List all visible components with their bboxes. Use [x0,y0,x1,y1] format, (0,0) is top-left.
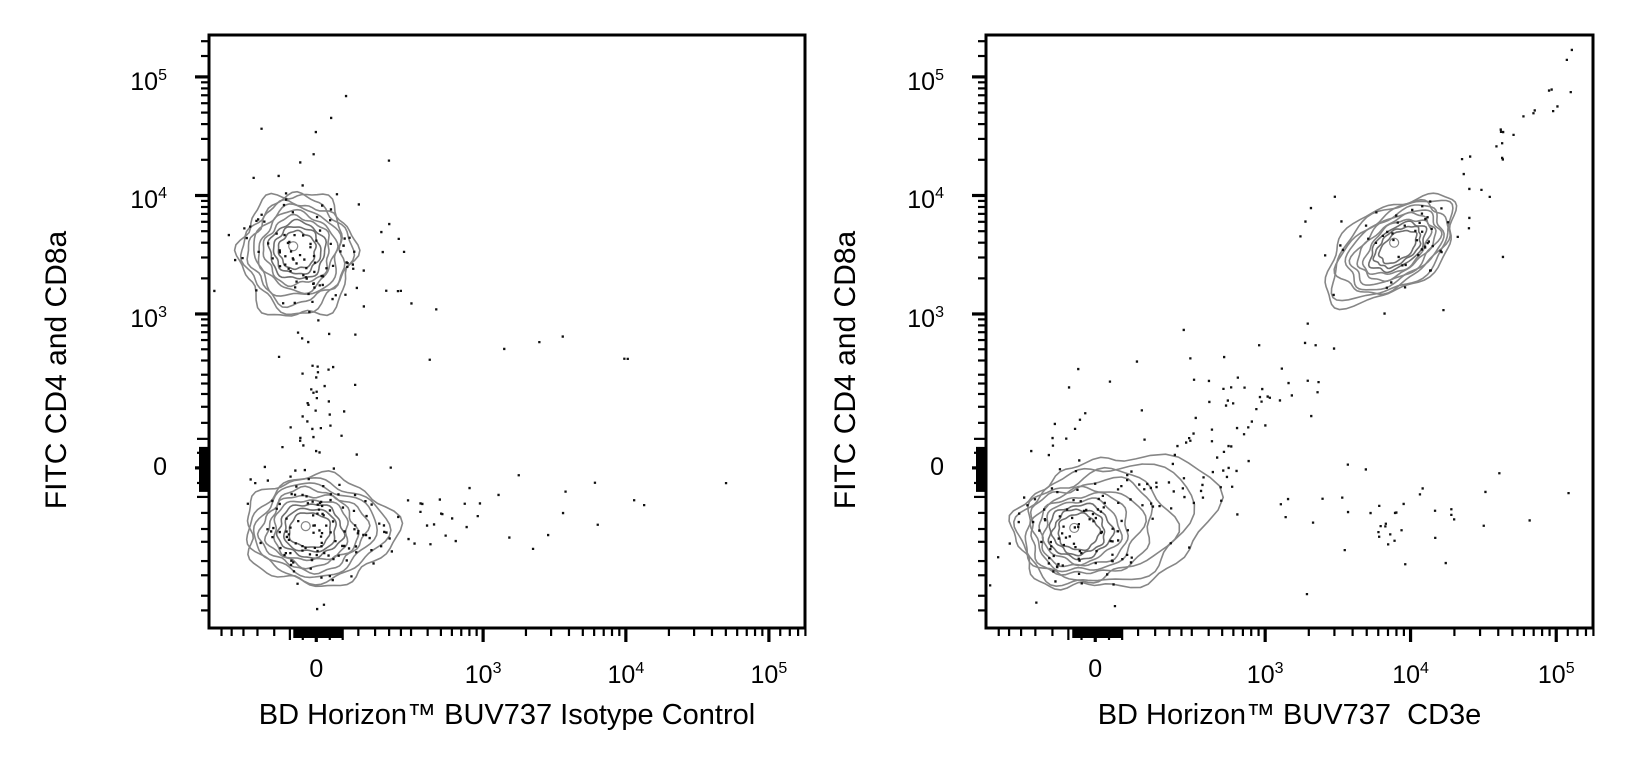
plot-frame [984,33,1595,630]
plot-frame [207,33,807,630]
population-mode-marker [288,241,299,252]
population-mode-marker [300,521,311,532]
contour-rings [233,190,404,588]
axis-ticks [972,40,1595,642]
axis-ticks [195,40,807,642]
population-mode-marker [1389,237,1400,248]
panel-right-plot [972,33,1595,642]
panel-left-plot [195,33,807,642]
contour-rings [1008,192,1458,591]
